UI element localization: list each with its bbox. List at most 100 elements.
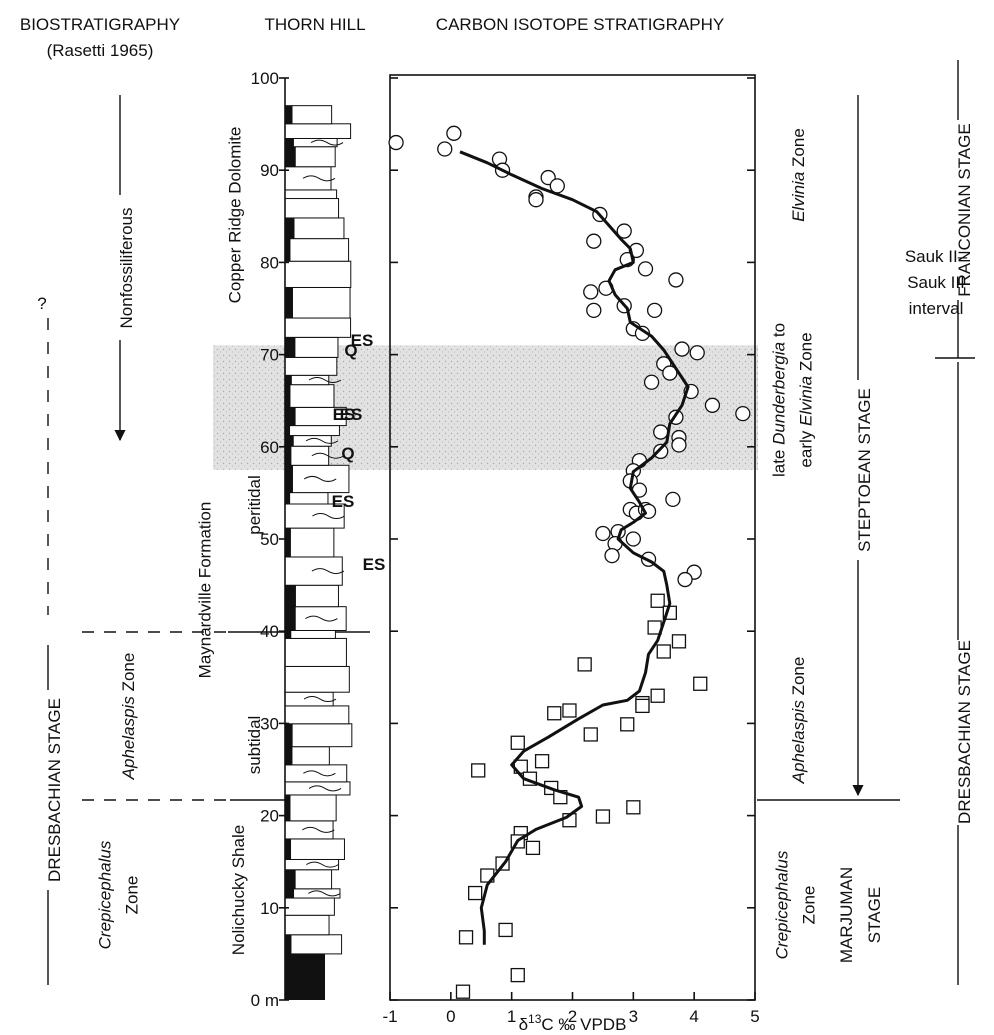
annotation-text: STAGE — [865, 887, 884, 943]
column-bed — [285, 318, 351, 337]
data-circle — [669, 273, 683, 287]
x-tick-label: 3 — [629, 1007, 638, 1026]
y-tick-label: 90 — [260, 161, 279, 180]
column-bed — [285, 724, 352, 747]
annotation-line: Aphelaspis Zone — [119, 653, 138, 781]
annotation-line: subtidal — [245, 716, 264, 775]
column-dolomite — [285, 218, 295, 239]
column-dolomite — [285, 870, 296, 889]
data-square — [511, 736, 524, 749]
x-tick-label: 0 — [446, 1007, 455, 1026]
annotation: Elvinia Zone — [789, 128, 808, 222]
column-dolomite — [285, 375, 292, 384]
annotation-text: Q — [341, 444, 354, 463]
data-square — [657, 645, 670, 658]
annotation-line: STEPTOEAN STAGE — [855, 388, 874, 552]
annotation-text: Zone — [789, 128, 808, 171]
annotation-line: Crepicephalus — [95, 840, 114, 949]
column-dolomite — [285, 385, 290, 408]
annotation-line: Sauk II– — [905, 247, 968, 266]
x-tick-label: 1 — [507, 1007, 516, 1026]
column-bed — [285, 859, 339, 869]
data-circle — [675, 342, 689, 356]
annotation: Nolichucky Shale — [229, 825, 248, 955]
column-bed — [285, 426, 339, 436]
data-circle — [605, 549, 619, 563]
data-square — [548, 707, 561, 720]
column-bed — [285, 261, 351, 287]
column-dolomite — [285, 407, 296, 425]
annotation-text: Crepicephalus — [772, 850, 791, 959]
plot-frame — [390, 75, 755, 1000]
column-dolomite — [285, 795, 290, 821]
data-circle — [705, 398, 719, 412]
column-bed — [285, 795, 336, 821]
annotation-text: ES — [333, 405, 356, 424]
lithologic-column — [285, 78, 352, 1000]
annotation-line: STAGE — [865, 887, 884, 943]
column-bed — [285, 630, 335, 638]
annotation-text: late — [769, 445, 788, 477]
annotation-text: Aphelaspis — [789, 700, 808, 785]
annotation: STEPTOEAN STAGE — [855, 388, 874, 552]
column-bed — [285, 124, 351, 139]
annotation: DRESBACHIAN STAGE — [955, 640, 974, 824]
annotation: DRESBACHIAN STAGE — [45, 698, 64, 882]
annotation-text: Elvinia — [796, 376, 815, 426]
figure: 0 m102030405060708090100-1012345δ13C ‰ V… — [0, 0, 994, 1035]
annotation-text: subtidal — [245, 716, 264, 775]
column-dolomite — [285, 935, 291, 954]
column-dolomite — [285, 239, 290, 262]
annotation-text: Elvinia — [789, 172, 808, 222]
annotation-line: (Rasetti 1965) — [47, 41, 154, 60]
column-bed — [285, 465, 349, 492]
data-square — [621, 718, 634, 731]
column-dolomite — [285, 106, 293, 124]
annotation-text: Aphelaspis — [119, 696, 138, 781]
annotation-line: THORN HILL — [264, 15, 365, 34]
data-circle — [654, 425, 668, 439]
annotation-text: Crepicephalus — [95, 840, 114, 949]
annotation-text: Zone — [799, 886, 818, 925]
y-tick-label: 0 m — [251, 991, 279, 1010]
annotation: THORN HILL — [264, 15, 365, 34]
data-circle — [584, 285, 598, 299]
data-square — [672, 635, 685, 648]
annotation: CARBON ISOTOPE STRATIGRAPHY — [436, 15, 724, 34]
annotation-text: Sauk III — [907, 273, 965, 292]
column-dolomite — [285, 465, 293, 492]
annotation: Copper Ridge Dolomite — [225, 127, 244, 304]
x-label-part: δ — [519, 1015, 528, 1034]
data-circle — [389, 136, 403, 150]
annotation: ES — [332, 492, 355, 511]
annotation: subtidal — [245, 716, 264, 775]
annotation-text: peritidal — [245, 475, 264, 535]
column-bed — [285, 935, 342, 954]
annotation-line: ES — [363, 555, 386, 574]
annotation-line: interval — [909, 299, 964, 318]
annotation-text: STEPTOEAN STAGE — [855, 388, 874, 552]
y-tick-label: 40 — [260, 622, 279, 641]
annotation-line: peritidal — [245, 475, 264, 535]
column-bed — [285, 528, 334, 557]
column-dolomite — [285, 839, 291, 860]
annotation-line: DRESBACHIAN STAGE — [45, 698, 64, 882]
data-square — [636, 699, 649, 712]
annotation-line: CARBON ISOTOPE STRATIGRAPHY — [436, 15, 724, 34]
column-dolomite — [285, 436, 294, 447]
column-dolomite — [285, 528, 291, 557]
data-circle — [438, 142, 452, 156]
column-dolomite — [285, 724, 293, 747]
column-bed — [285, 666, 349, 692]
annotation-line: Elvinia Zone — [789, 128, 808, 222]
data-square — [526, 841, 539, 854]
annotation-text: FRANCONIAN STAGE — [955, 123, 974, 296]
x-label-part: C ‰ VPDB — [541, 1015, 626, 1034]
annotation-text: Zone — [119, 653, 138, 696]
column-dolomite — [285, 607, 296, 631]
column-bed — [285, 898, 334, 915]
column-bed — [285, 493, 328, 504]
annotation-line: ES — [332, 492, 355, 511]
annotation: Aphelaspis Zone — [789, 657, 808, 785]
column-bed — [285, 385, 334, 408]
